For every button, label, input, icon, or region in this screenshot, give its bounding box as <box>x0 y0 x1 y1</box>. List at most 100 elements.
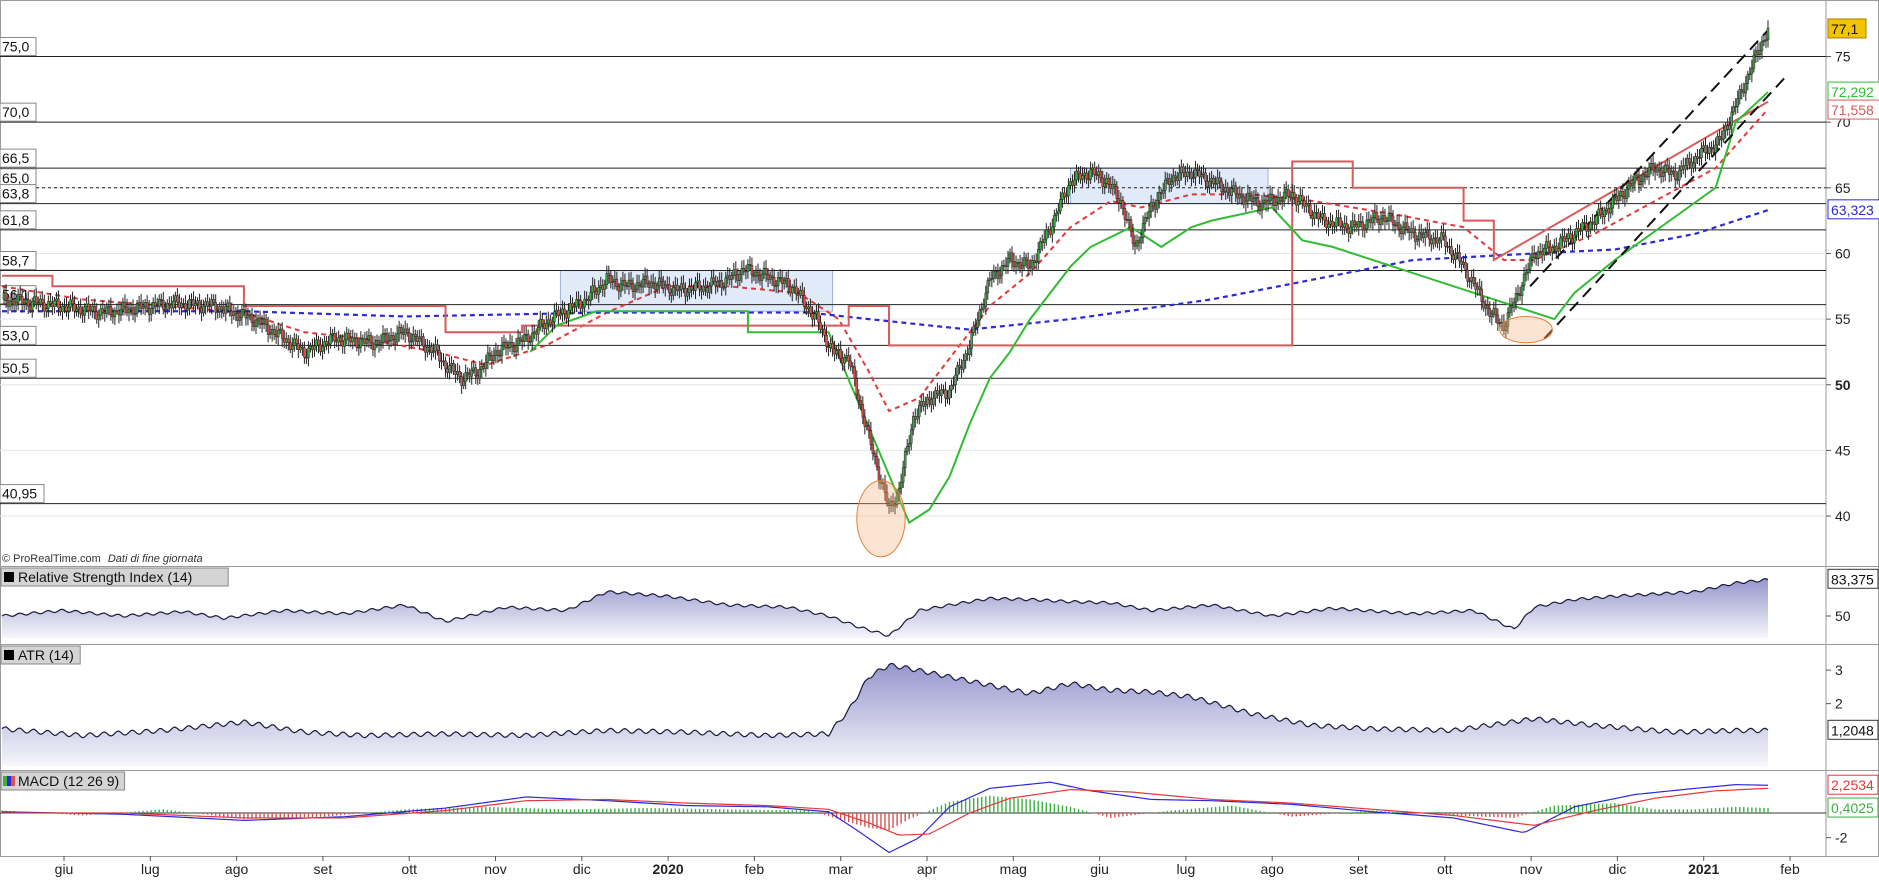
candle <box>809 306 812 314</box>
candle <box>678 288 681 292</box>
level-label: 75,0 <box>2 39 29 55</box>
candle <box>299 346 302 350</box>
candle <box>289 342 292 350</box>
candle <box>409 340 413 343</box>
candle <box>722 287 725 289</box>
candle <box>1436 237 1439 244</box>
candle <box>1268 193 1272 202</box>
candle <box>345 332 348 341</box>
candle <box>192 299 195 307</box>
macd-tick-label: -2 <box>1835 830 1848 846</box>
candle <box>1708 146 1711 154</box>
candle <box>764 268 768 275</box>
candle <box>682 283 685 289</box>
candle <box>270 329 274 334</box>
candle <box>1133 243 1137 247</box>
candle <box>1008 252 1012 259</box>
candle <box>1557 248 1560 252</box>
candle <box>909 429 913 444</box>
candle <box>1331 220 1334 227</box>
candle <box>784 278 788 282</box>
candle <box>754 271 758 277</box>
candle <box>1085 172 1088 180</box>
candle <box>1212 177 1215 184</box>
candle <box>266 324 270 335</box>
candle <box>208 305 211 308</box>
candle <box>1026 260 1030 269</box>
candle <box>877 466 881 482</box>
candle <box>1250 195 1254 202</box>
candle <box>1145 217 1149 219</box>
candle <box>962 360 965 370</box>
candle <box>1063 192 1066 198</box>
price-tick-label: 40 <box>1835 508 1851 524</box>
candle <box>1510 305 1514 308</box>
candle <box>357 346 361 349</box>
candle <box>498 355 502 357</box>
candle <box>1637 177 1641 185</box>
candle <box>1710 146 1713 149</box>
candle <box>1232 185 1236 189</box>
candle <box>272 329 276 335</box>
candle <box>930 399 933 406</box>
candle <box>1248 192 1252 197</box>
candle <box>742 267 746 272</box>
candle <box>20 296 24 305</box>
candle <box>1077 170 1080 175</box>
candle <box>287 338 290 343</box>
candle <box>1325 219 1328 228</box>
candle <box>1724 125 1727 131</box>
candle <box>1551 247 1554 253</box>
candle <box>585 298 588 301</box>
atr-last-value: 1,2048 <box>1831 722 1874 738</box>
candle <box>115 310 119 312</box>
candle <box>992 270 996 279</box>
candle <box>744 270 748 273</box>
candle <box>129 307 133 310</box>
candle <box>268 332 272 335</box>
candle <box>1544 241 1548 249</box>
candle <box>264 318 268 326</box>
candle <box>728 275 732 280</box>
candle <box>1057 210 1060 214</box>
candle <box>444 360 447 370</box>
candle <box>1234 185 1238 195</box>
candle <box>1413 232 1417 242</box>
candle <box>403 328 407 335</box>
candle <box>1186 171 1189 178</box>
candle <box>726 275 730 279</box>
candle <box>240 309 244 318</box>
candle <box>1393 224 1397 227</box>
candle <box>1129 219 1133 232</box>
candle <box>1032 260 1036 264</box>
candle <box>1518 293 1522 297</box>
rsi-title-box <box>0 567 229 587</box>
candle <box>234 311 238 314</box>
candle <box>1526 269 1530 274</box>
price-tick-label: 75 <box>1835 49 1851 65</box>
candle <box>1327 223 1330 228</box>
candle <box>996 271 1000 279</box>
time-tick-label: feb <box>1780 861 1800 877</box>
candle <box>557 309 560 317</box>
candle <box>379 342 383 345</box>
atr-color-swatch <box>4 650 14 660</box>
source-note: © ProRealTime.com Dati di fine giornata <box>2 553 203 565</box>
time-tick-label: giu <box>55 861 74 877</box>
candle <box>885 492 889 504</box>
candle <box>734 269 738 276</box>
candle <box>1440 232 1443 241</box>
candle <box>817 311 820 323</box>
candle <box>1589 221 1592 230</box>
candle <box>1682 165 1685 170</box>
candle <box>462 380 465 386</box>
candle <box>706 287 709 293</box>
candle <box>972 326 975 334</box>
candle <box>1391 215 1395 226</box>
candle <box>73 303 76 312</box>
candle <box>436 344 439 351</box>
candle <box>1295 197 1298 206</box>
candle <box>49 301 52 304</box>
candle <box>180 303 183 308</box>
